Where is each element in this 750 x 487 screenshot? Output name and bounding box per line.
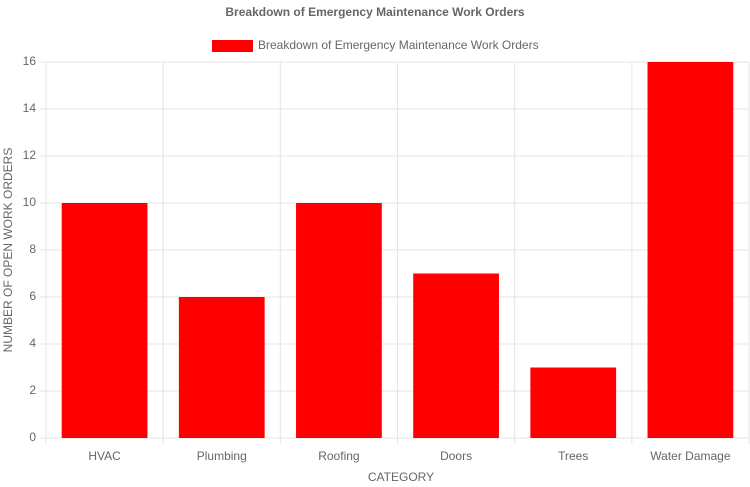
y-tick-label: 14 — [23, 101, 37, 115]
chart-title: Breakdown of Emergency Maintenance Work … — [225, 5, 525, 19]
legend-swatch — [212, 40, 253, 52]
y-tick-label: 16 — [23, 54, 37, 68]
y-tick-label: 10 — [23, 195, 37, 209]
x-tick-label: Roofing — [318, 449, 359, 463]
x-tick-label: HVAC — [88, 449, 121, 463]
bar — [178, 297, 265, 438]
x-tick-label: Water Damage — [650, 449, 731, 463]
y-tick-label: 12 — [23, 148, 37, 162]
y-tick-label: 4 — [29, 336, 36, 350]
x-tick-label: Doors — [440, 449, 472, 463]
y-tick-label: 0 — [29, 430, 36, 444]
x-tick-label: Trees — [558, 449, 588, 463]
bar — [61, 203, 148, 438]
legend-label: Breakdown of Emergency Maintenance Work … — [258, 38, 539, 52]
y-tick-label: 8 — [29, 242, 36, 256]
y-tick-label: 6 — [29, 289, 36, 303]
bar — [296, 203, 382, 438]
y-axis-label: NUMBER OF OPEN WORK ORDERS — [1, 148, 15, 353]
x-tick-label: Plumbing — [197, 449, 247, 463]
y-tick-label: 2 — [29, 383, 36, 397]
bar — [413, 273, 499, 438]
bar — [647, 62, 734, 438]
x-axis-label: CATEGORY — [368, 470, 434, 484]
bar — [530, 367, 617, 438]
